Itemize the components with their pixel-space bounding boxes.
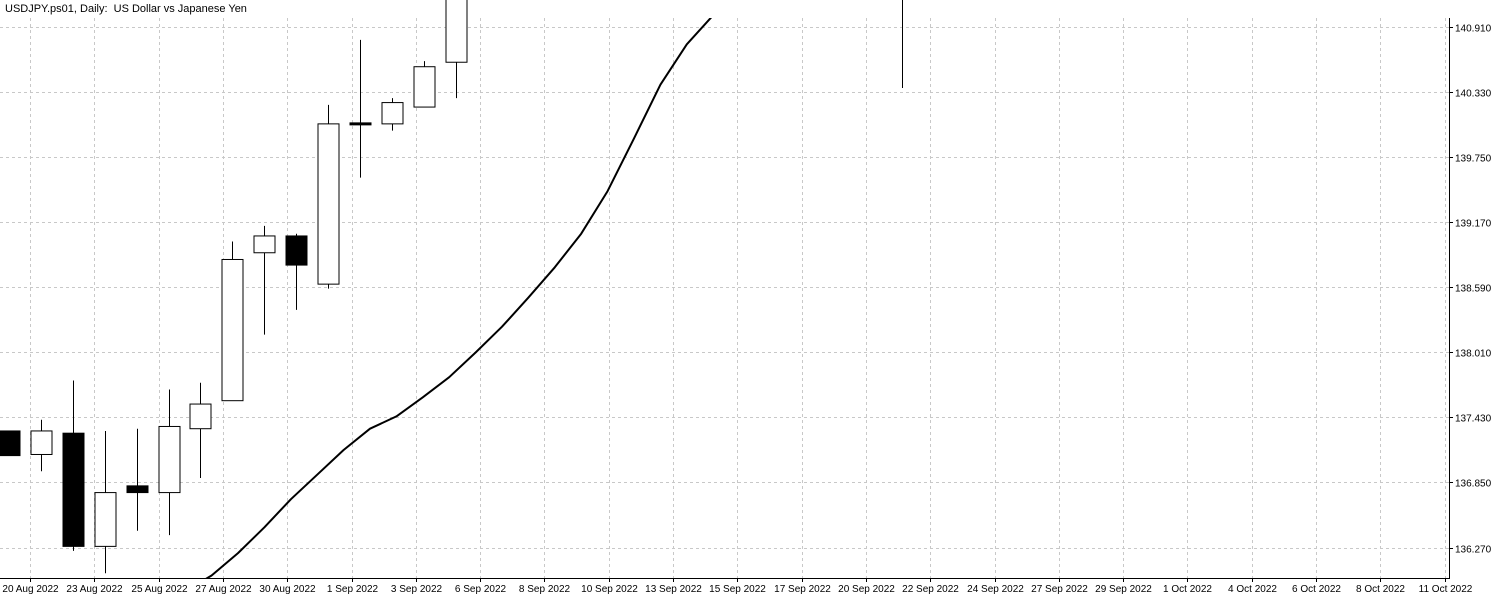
time-tick-label: 6 Sep 2022 [455, 584, 507, 595]
candle [381, 98, 404, 131]
grid-layer [0, 18, 1449, 578]
candle-body [62, 432, 85, 547]
price-tick-label: 139.750 [1455, 154, 1492, 165]
candle [0, 430, 21, 457]
candle-body [381, 102, 404, 125]
price-tick-label: 136.850 [1455, 479, 1492, 490]
candle-body [30, 430, 53, 455]
time-tick-label: 23 Aug 2022 [66, 584, 123, 595]
candle-body [317, 123, 340, 285]
candle [253, 225, 276, 335]
time-tick-label: 8 Sep 2022 [519, 584, 571, 595]
axis-layer [0, 18, 1450, 579]
candle [30, 419, 53, 472]
price-tick-label: 138.590 [1455, 284, 1492, 295]
price-tick-label: 140.910 [1455, 24, 1492, 35]
candle-body [413, 66, 436, 108]
candle [158, 389, 181, 536]
time-tick-label: 10 Sep 2022 [581, 584, 638, 595]
candle-layer [0, 0, 903, 574]
candle [349, 39, 372, 178]
price-tick-label: 137.430 [1455, 414, 1492, 425]
time-tick-label: 4 Oct 2022 [1228, 584, 1277, 595]
time-tick-label: 8 Oct 2022 [1356, 584, 1405, 595]
time-tick-label: 6 Oct 2022 [1292, 584, 1341, 595]
candle-body [126, 485, 149, 494]
chart-title: USDJPY.ps01, Daily: US Dollar vs Japanes… [5, 3, 247, 15]
time-tick-label: 13 Sep 2022 [645, 584, 702, 595]
price-tick-label: 140.330 [1455, 89, 1492, 100]
time-tick-label: 1 Oct 2022 [1163, 584, 1212, 595]
candle [445, 0, 468, 99]
time-tick-label: 1 Sep 2022 [327, 584, 379, 595]
candle-body [158, 425, 181, 494]
moving-average-layer [205, 18, 713, 578]
candle [902, 0, 903, 89]
time-tick-label: 3 Sep 2022 [391, 584, 443, 595]
time-tick-label: 24 Sep 2022 [967, 584, 1024, 595]
candle [189, 382, 212, 479]
candle-body [221, 258, 244, 402]
candle-body [349, 122, 372, 126]
candle [285, 233, 308, 310]
candle [413, 61, 436, 108]
time-tick-label: 25 Aug 2022 [131, 584, 188, 595]
time-tick-label: 27 Sep 2022 [1031, 584, 1088, 595]
time-tick-label: 20 Sep 2022 [838, 584, 895, 595]
candle-body [189, 403, 212, 430]
time-tick-label: 30 Aug 2022 [259, 584, 316, 595]
candle-body [445, 0, 468, 63]
time-tick-label: 17 Sep 2022 [774, 584, 831, 595]
price-tick-label: 138.010 [1455, 349, 1492, 360]
moving-average-line [205, 18, 713, 578]
candle [62, 380, 85, 551]
price-tick-label: 139.170 [1455, 219, 1492, 230]
candle-body [253, 235, 276, 254]
time-tick-label: 20 Aug 2022 [2, 584, 59, 595]
candle [317, 104, 340, 289]
candle [221, 241, 244, 402]
time-tick-label: 27 Aug 2022 [195, 584, 252, 595]
candle [94, 430, 117, 574]
time-tick-label: 29 Sep 2022 [1095, 584, 1152, 595]
time-tick-label: 22 Sep 2022 [902, 584, 959, 595]
candle-body [285, 235, 308, 266]
candle [126, 428, 149, 531]
price-tick-label: 136.270 [1455, 545, 1492, 556]
time-tick-label: 15 Sep 2022 [709, 584, 766, 595]
candle-body [0, 430, 21, 457]
candle-body [94, 492, 117, 547]
time-tick-label: 11 Oct 2022 [1419, 584, 1473, 595]
